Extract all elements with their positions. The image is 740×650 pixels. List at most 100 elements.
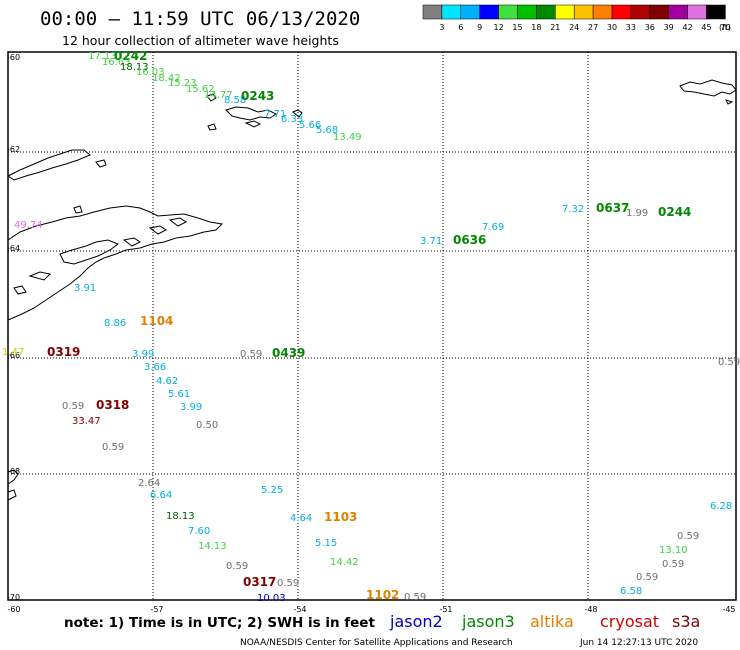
wave-height-label: 0.50: [196, 420, 218, 431]
longitude-labels: -60 -57 -54 -51 -48 -45: [7, 605, 735, 614]
satellite-name: cryosat: [600, 612, 659, 631]
wave-height-label: 49.74: [14, 220, 43, 231]
lon-label: -48: [584, 605, 597, 614]
legend-tick-label: 39: [664, 23, 674, 32]
legend-tick-label: 33: [626, 23, 636, 32]
wave-height-label: 0.59: [404, 592, 426, 603]
wave-height-label: 18.42: [152, 73, 181, 84]
legend-swatch: [498, 4, 518, 20]
pass-time-label: 0318: [96, 398, 129, 412]
wave-height-label: 14.77: [204, 90, 233, 101]
map-title: 00:00 – 11:59 UTC 06/13/2020: [40, 8, 360, 30]
legend-swatch: [592, 4, 613, 20]
legend-swatch: [611, 4, 632, 20]
wave-height-label: 3.71: [420, 236, 442, 247]
wave-height-label: 3.99: [180, 402, 202, 413]
legend-tick-label: 45: [701, 23, 711, 32]
wave-height-label: 0.59: [240, 349, 262, 360]
legend-swatch: [422, 4, 443, 20]
wave-height-label: 18.13: [120, 62, 149, 73]
footer-note: note: 1) Time is in UTC; 2) SWH is in fe…: [64, 615, 375, 631]
footer-credit: NOAA/NESDIS Center for Satellite Applica…: [240, 638, 513, 648]
legend-swatch: [649, 4, 669, 20]
wave-height-label: 7.69: [482, 222, 504, 233]
wave-height-label: 33.47: [72, 416, 101, 427]
wave-height-label: 5.68: [316, 125, 338, 136]
wave-height-label: 5.25: [261, 485, 283, 496]
wave-height-label: 7.32: [562, 204, 584, 215]
lon-label: -57: [150, 605, 163, 614]
wave-height-label: 14.42: [330, 557, 359, 568]
wave-height-label: 5.61: [168, 389, 190, 400]
satellite-name: altika: [530, 612, 574, 631]
wave-height-label: 0.59: [102, 442, 124, 453]
coastlines: [7, 79, 737, 501]
pass-time-label: 0636: [453, 233, 486, 247]
wave-height-label: 6.64: [150, 490, 172, 501]
wave-height-label: 4.64: [290, 513, 312, 524]
legend-tick-label: 30: [607, 23, 617, 32]
wave-height-label: 0.59: [662, 559, 684, 570]
pass-time-label: 0319: [47, 345, 80, 359]
wave-height-label: 17.13: [88, 51, 117, 62]
lat-label: -60: [7, 53, 20, 62]
pass-time-label: 0439: [272, 346, 305, 360]
pass-time-label: 0637: [596, 201, 629, 215]
wave-height-label: 5.66: [299, 120, 321, 131]
wave-height-label: 15.23: [168, 78, 197, 89]
pass-time-label: 0244: [658, 205, 691, 219]
legend-tick-label: 6: [458, 23, 463, 32]
wave-height-label: 15.62: [186, 84, 215, 95]
wave-height-label: 8.58: [224, 95, 246, 106]
wave-height-label: 13.10: [659, 545, 688, 556]
lat-label: -66: [7, 351, 20, 360]
wave-height-label: 0.59: [636, 572, 658, 583]
satellite-name: s3a: [672, 612, 700, 631]
wave-height-label: 1.47: [2, 347, 24, 358]
wave-height-label: 0.59: [277, 578, 299, 589]
legend-swatch: [517, 4, 537, 20]
latitude-labels: -60 -62 -64 -66 -68 -70: [7, 53, 20, 602]
pass-time-label: 0317: [243, 575, 276, 589]
wave-height-label: 16.03: [136, 67, 165, 78]
legend-tick-label: 21: [550, 23, 560, 32]
legend-tick-label: 12: [494, 23, 504, 32]
legend-swatch: [573, 4, 594, 20]
legend-swatch: [668, 4, 688, 20]
lat-label: -70: [7, 593, 20, 602]
wave-height-label: 6.33: [281, 114, 303, 125]
wave-height-label: 2.64: [138, 478, 160, 489]
legend-tick-label: 15: [512, 23, 522, 32]
grid-lines: [8, 52, 736, 600]
wave-height-label: 7.60: [188, 526, 210, 537]
wave-height-label: 4.62: [156, 376, 178, 387]
color-legend: 3 6 9 12 15 18 21 24 27 30 33 36 39 42 45 70(ft): [422, 4, 731, 32]
pass-time-label: 0243: [241, 89, 274, 103]
legend-swatch: [630, 4, 651, 20]
legend-unit: (ft): [719, 23, 731, 32]
legend-swatch: [555, 4, 575, 20]
pass-time-label: 1102: [366, 588, 399, 602]
legend-tick-label: 18: [531, 23, 541, 32]
wave-height-label: 0.59: [226, 561, 248, 572]
wave-height-label: 3.66: [144, 362, 166, 373]
legend-swatch: [479, 4, 499, 20]
legend-swatch: [706, 4, 726, 20]
pass-time-label: 0242: [114, 49, 147, 63]
legend-tick-label: 42: [683, 23, 693, 32]
legend-tick-label: 3: [439, 23, 444, 32]
wave-height-label: 13.49: [333, 132, 362, 143]
lat-label: -64: [7, 244, 20, 253]
satellite-name: jason3: [461, 612, 515, 631]
wave-height-label: 1.99: [626, 208, 648, 219]
data-markers: 17.13024216.6318.1316.0318.4215.2315.621…: [2, 49, 740, 604]
wave-height-label: 3.91: [74, 283, 96, 294]
wave-height-label: 10.03: [257, 593, 286, 604]
wave-height-label: 6.28: [710, 501, 732, 512]
lon-label: -45: [722, 605, 735, 614]
wave-height-label: 3.99: [132, 349, 154, 360]
legend-swatch: [687, 4, 707, 20]
legend-swatch: [536, 4, 556, 20]
legend-tick-label: 70: [720, 23, 730, 32]
